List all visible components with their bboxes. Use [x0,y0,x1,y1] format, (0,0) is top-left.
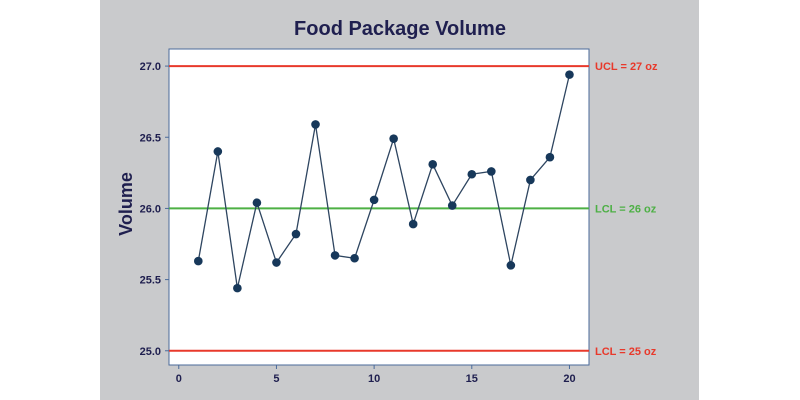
x-tick-label-1: 5 [273,373,279,385]
data-series [194,70,574,293]
data-point-5 [272,258,281,267]
chart-panel: Food Package Volume Volume UCL = 27 oz LC… [100,0,699,400]
chart-svg: Food Package Volume Volume UCL = 27 oz LC… [116,18,658,385]
chart-title: Food Package Volume [294,18,506,40]
data-point-16 [487,167,496,176]
data-point-3 [233,283,242,293]
data-point-17 [506,261,516,270]
data-point-20 [565,70,574,79]
data-point-7 [311,120,320,129]
reference-line-label-1: LCL = 26 oz [595,203,657,215]
data-point-19 [545,152,555,162]
x-tick-label-4: 20 [563,373,575,385]
data-point-11 [389,134,398,143]
reference-line-label-2: LCL = 25 oz [595,346,657,358]
y-tick-label-0: 25.0 [140,346,161,358]
y-tick-label-3: 26.5 [140,132,161,144]
data-point-8 [330,251,340,260]
data-point-2 [213,147,223,156]
y-axis-ticks: 25.0 25.5 26.0 26.5 27.0 [140,61,169,358]
data-point-18 [526,175,535,185]
x-tick-label-3: 15 [466,373,478,385]
x-tick-label-2: 10 [368,373,380,385]
reference-line-label-0: UCL = 27 oz [595,61,658,73]
x-axis-ticks: 0 5 10 15 20 [176,365,576,385]
data-point-13 [428,159,438,169]
y-tick-label-1: 25.5 [140,275,161,287]
y-axis-label: Volume [116,172,136,236]
series-line [197,74,571,289]
data-point-9 [350,253,359,263]
data-point-12 [408,219,418,229]
plot-area [168,48,590,366]
data-point-4 [252,198,262,208]
reference-lines: UCL = 27 oz LCL = 26 oz LCL = 25 oz [169,61,658,358]
data-point-6 [291,229,301,239]
x-tick-label-0: 0 [176,373,182,385]
y-tick-label-4: 27.0 [140,61,161,73]
y-tick-label-2: 26.0 [140,203,161,215]
data-point-14 [447,201,457,210]
data-point-10 [369,195,379,205]
data-point-1 [194,256,203,266]
data-point-15 [467,169,477,179]
